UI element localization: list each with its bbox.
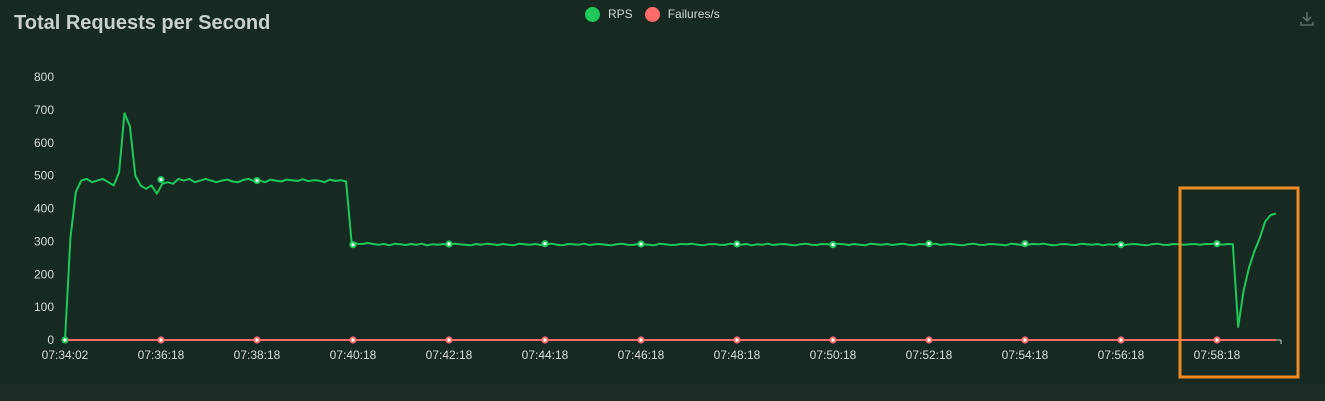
rps-point[interactable] (1117, 241, 1125, 249)
y-tick-label: 500 (34, 169, 54, 183)
legend-marker-rps (585, 6, 600, 22)
failures-point[interactable] (349, 336, 357, 344)
x-tick-label: 07:54:18 (1002, 348, 1049, 362)
failures-point[interactable] (445, 336, 453, 344)
chart-panel (0, 0, 1325, 384)
y-tick-label: 800 (34, 70, 54, 84)
highlight-overlay (1178, 186, 1300, 379)
failures-point[interactable] (1117, 336, 1125, 344)
failures-point[interactable] (637, 336, 645, 344)
x-tick-label: 07:58:18 (1194, 348, 1241, 362)
x-tick-label: 07:46:18 (618, 348, 665, 362)
rps-point[interactable] (541, 240, 549, 248)
x-tick-label: 07:48:18 (714, 348, 761, 362)
rps-point[interactable] (1021, 240, 1029, 248)
y-axis: 0 100 200 300 400 500 600 700 800 (34, 70, 54, 347)
x-tick-label: 07:40:18 (330, 348, 377, 362)
legend-label-failures: Failures/s (667, 7, 720, 21)
failures-point[interactable] (1021, 336, 1029, 344)
rps-point[interactable] (733, 240, 741, 248)
x-tick-label: 07:34:02 (42, 348, 89, 362)
rps-series-line[interactable] (64, 112, 1277, 341)
legend-item-rps[interactable]: RPS (585, 6, 633, 22)
y-tick-label: 700 (34, 103, 54, 117)
x-tick-label: 07:44:18 (522, 348, 569, 362)
rps-point[interactable] (637, 240, 645, 248)
rps-point[interactable] (445, 240, 453, 248)
failures-point[interactable] (733, 336, 741, 344)
chart-legend: RPS Failures/s (585, 5, 724, 23)
rps-point[interactable] (349, 241, 357, 249)
rps-point[interactable] (925, 240, 933, 248)
failures-point[interactable] (541, 336, 549, 344)
legend-item-failures[interactable]: Failures/s (644, 6, 720, 22)
x-tick-label: 07:52:18 (906, 348, 953, 362)
rps-point[interactable] (157, 175, 165, 184)
rps-point[interactable] (1213, 240, 1221, 248)
rps-point[interactable] (829, 241, 837, 249)
legend-label-rps: RPS (608, 7, 633, 21)
y-tick-label: 100 (34, 300, 54, 314)
rps-point[interactable] (61, 336, 69, 344)
rps-chart: 0 100 200 300 400 500 600 700 800 07:34:02 07:36:… (34, 70, 1300, 379)
x-tick-label: 07:38:18 (234, 348, 281, 362)
y-tick-label: 300 (34, 234, 54, 248)
rps-point[interactable] (253, 176, 261, 185)
y-tick-label: 600 (34, 136, 54, 150)
x-tick-label: 07:42:18 (426, 348, 473, 362)
failures-point[interactable] (1213, 336, 1221, 344)
plot-area (61, 112, 1277, 344)
x-axis: 07:34:02 07:36:18 07:38:18 07:40:18 07:42:18… (42, 339, 1282, 362)
failures-point[interactable] (925, 336, 933, 344)
y-tick-label: 400 (34, 202, 54, 216)
failures-point[interactable] (829, 336, 837, 344)
download-icon[interactable] (1298, 10, 1316, 28)
y-tick-label: 0 (47, 333, 54, 347)
download-icon-glyph (1300, 12, 1314, 26)
y-tick-label: 200 (34, 267, 54, 281)
failures-point[interactable] (253, 336, 261, 344)
legend-marker-failures (644, 6, 660, 22)
failures-point[interactable] (157, 336, 165, 344)
x-tick-label: 07:50:18 (810, 348, 857, 362)
x-tick-label: 07:56:18 (1098, 348, 1145, 362)
highlight-box (1178, 186, 1300, 379)
chart-title: Total Requests per Second (14, 12, 271, 34)
panel-footer (0, 384, 1325, 401)
x-tick-label: 07:36:18 (138, 348, 185, 362)
